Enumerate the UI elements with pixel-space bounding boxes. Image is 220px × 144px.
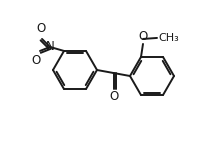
Text: O: O: [31, 54, 41, 67]
Text: CH₃: CH₃: [158, 33, 179, 43]
Text: O: O: [138, 30, 148, 43]
Text: O: O: [36, 22, 46, 35]
Text: N: N: [46, 40, 54, 53]
Text: O: O: [109, 90, 118, 103]
